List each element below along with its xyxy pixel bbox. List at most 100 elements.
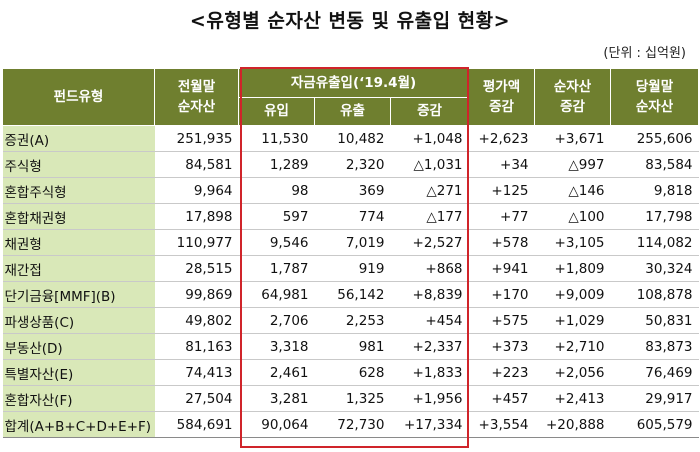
cell-inflow: 90,064 [238,411,315,438]
cell-outflow: 774 [314,203,391,230]
table-row: 특별자산(E) 74,413 2,461 628 +1,833 +223 +2,… [2,359,699,386]
row-label: 파생상품(C) [2,307,155,334]
cell-nav-change: △997 [534,151,611,178]
cell-curr: 83,584 [610,151,699,178]
cell-prev: 27,504 [154,385,239,412]
cell-prev: 99,869 [154,281,239,308]
cell-outflow: 56,142 [314,281,391,308]
header-valuation-line1: 평가액 [482,79,521,95]
cell-valuation: +2,623 [468,125,535,152]
header-inflow: 유입 [238,96,315,126]
cell-net: △177 [390,203,469,230]
row-label: 특별자산(E) [2,359,155,386]
cell-inflow: 3,281 [238,385,315,412]
cell-valuation: +223 [468,359,535,386]
cell-inflow: 98 [238,177,315,204]
cell-valuation: +170 [468,281,535,308]
cell-nav-change: △146 [534,177,611,204]
cell-inflow: 2,706 [238,307,315,334]
cell-valuation: +373 [468,333,535,360]
header-prev-nav: 전월말 순자산 [154,68,239,126]
row-label: 단기금융[MMF](B) [2,281,155,308]
header-prev-nav-line2: 순자산 [177,99,216,115]
cell-prev: 9,964 [154,177,239,204]
cell-outflow: 628 [314,359,391,386]
cell-curr: 50,831 [610,307,699,334]
header-nav-change-line1: 순자산 [553,79,592,95]
row-label: 증권(A) [2,125,155,152]
cell-net: +868 [390,255,469,282]
cell-inflow: 597 [238,203,315,230]
cell-valuation: +941 [468,255,535,282]
cell-prev: 49,802 [154,307,239,334]
cell-nav-change: +2,710 [534,333,611,360]
cell-outflow: 1,325 [314,385,391,412]
cell-nav-change: +1,809 [534,255,611,282]
table-row: 재간접 28,515 1,787 919 +868 +941 +1,809 30… [2,255,699,282]
cell-nav-change: +3,105 [534,229,611,256]
table-row: 혼합자산(F) 27,504 3,281 1,325 +1,956 +457 +… [2,385,699,412]
header-flow-group: 자금유출입(‘19.4월) [237,68,470,98]
header-valuation: 평가액 증감 [468,68,536,126]
row-label: 주식형 [2,151,155,178]
cell-curr: 9,818 [610,177,699,204]
cell-curr: 83,873 [610,333,699,360]
cell-prev: 74,413 [154,359,239,386]
cell-valuation: +34 [468,151,535,178]
cell-curr: 605,579 [610,411,699,438]
header-nav-change: 순자산 증감 [534,68,612,126]
header-valuation-line2: 증감 [489,99,514,115]
cell-outflow: 919 [314,255,391,282]
header-curr-nav-line1: 당월말 [635,79,674,95]
cell-prev: 584,691 [154,411,239,438]
row-label: 합계(A+B+C+D+E+F) [2,411,155,438]
cell-inflow: 9,546 [238,229,315,256]
header-curr-nav: 당월말 순자산 [610,68,700,126]
cell-inflow: 3,318 [238,333,315,360]
table-row: 증권(A) 251,935 11,530 10,482 +1,048 +2,62… [2,125,699,152]
row-label: 재간접 [2,255,155,282]
cell-prev: 110,977 [154,229,239,256]
cell-valuation: +575 [468,307,535,334]
row-label: 혼합주식형 [2,177,155,204]
cell-valuation: +77 [468,203,535,230]
cell-nav-change: +2,056 [534,359,611,386]
cell-outflow: 7,019 [314,229,391,256]
cell-nav-change: +1,029 [534,307,611,334]
cell-valuation: +3,554 [468,411,535,438]
cell-net: +1,956 [390,385,469,412]
header-net: 증감 [389,96,470,126]
cell-inflow: 64,981 [238,281,315,308]
cell-net: +17,334 [390,411,469,438]
cell-net: +1,833 [390,359,469,386]
cell-prev: 28,515 [154,255,239,282]
cell-curr: 114,082 [610,229,699,256]
cell-outflow: 10,482 [314,125,391,152]
table-row: 단기금융[MMF](B) 99,869 64,981 56,142 +8,839… [2,281,699,308]
cell-curr: 30,324 [610,255,699,282]
cell-valuation: +457 [468,385,535,412]
cell-inflow: 1,289 [238,151,315,178]
cell-curr: 108,878 [610,281,699,308]
cell-curr: 17,798 [610,203,699,230]
cell-outflow: 2,320 [314,151,391,178]
cell-inflow: 1,787 [238,255,315,282]
cell-net: △1,031 [390,151,469,178]
cell-nav-change: +3,671 [534,125,611,152]
header-prev-nav-line1: 전월말 [177,79,216,95]
header-fund-type: 펀드유형 [2,68,155,126]
cell-net: +454 [390,307,469,334]
table-row: 주식형 84,581 1,289 2,320 △1,031 +34 △997 8… [2,151,699,178]
table-row: 부동산(D) 81,163 3,318 981 +2,337 +373 +2,7… [2,333,699,360]
cell-net: +2,527 [390,229,469,256]
table-row: 혼합채권형 17,898 597 774 △177 +77 △100 17,79… [2,203,699,230]
header-outflow: 유출 [314,96,391,126]
cell-inflow: 11,530 [238,125,315,152]
cell-nav-change: +9,009 [534,281,611,308]
cell-net: +8,839 [390,281,469,308]
cell-curr: 29,917 [610,385,699,412]
cell-inflow: 2,461 [238,359,315,386]
cell-net: +1,048 [390,125,469,152]
cell-prev: 17,898 [154,203,239,230]
table-row: 파생상품(C) 49,802 2,706 2,253 +454 +575 +1,… [2,307,699,334]
